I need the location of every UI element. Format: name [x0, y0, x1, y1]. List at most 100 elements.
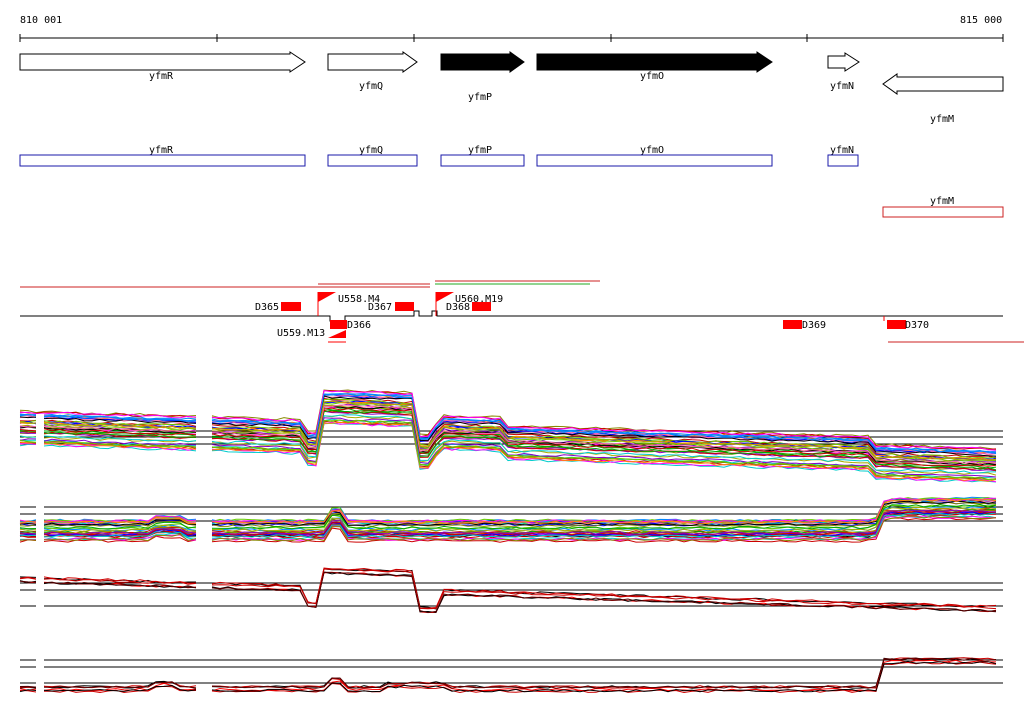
expression-trace-144 — [19, 531, 197, 538]
expression-trace-137 — [211, 497, 997, 523]
data-gap — [36, 500, 44, 545]
data-gap — [36, 575, 44, 610]
expression-trace-148 — [19, 533, 197, 542]
expression-trace-53 — [211, 395, 997, 457]
feature-label: U560.M19 — [455, 294, 503, 305]
feature-D370[interactable]: D370 — [883, 316, 929, 331]
feature-label: D366 — [347, 320, 371, 331]
expression-trace-147 — [211, 510, 997, 536]
gene-box-label: yfmP — [468, 145, 492, 156]
gene-arrow-yfmQ[interactable]: yfmQ — [327, 51, 418, 92]
expression-trace-139 — [211, 503, 997, 530]
expression-trace-131 — [211, 506, 997, 533]
gene-box-track: yfmR yfmQ yfmP yfmO yfmN yfmM — [19, 145, 1004, 218]
expression-trace-168 — [19, 682, 197, 692]
feature-label: D367 — [368, 302, 392, 313]
feature-U559-M13[interactable]: U559.M13 — [277, 328, 346, 343]
gene-arrow-track: yfmR yfmQ yfmP yfmO yfmN yfmM — [19, 51, 1004, 125]
expression-trace-170 — [19, 684, 197, 693]
expression-trace-79 — [211, 400, 997, 462]
expression-trace-158 — [19, 580, 197, 589]
gene-arrow-yfmM[interactable]: yfmM — [882, 73, 1004, 125]
expression-trace-132 — [19, 519, 197, 527]
data-gap — [36, 414, 44, 462]
feature-U560-M19[interactable]: U560.M19 — [435, 292, 503, 316]
expression-trace-18 — [19, 422, 197, 431]
gene-box-yfmM[interactable]: yfmM — [882, 196, 1004, 218]
gene-box-yfmP[interactable]: yfmP — [440, 145, 525, 167]
expression-trace-58 — [19, 430, 197, 438]
expression-trace-130 — [19, 524, 197, 533]
feature-D367[interactable]: D367 — [368, 302, 414, 313]
gene-label: yfmN — [830, 81, 854, 92]
expression-trace-70 — [19, 438, 197, 446]
expression-trace-52 — [19, 416, 197, 424]
expression-trace-27 — [211, 397, 997, 459]
feature-D368[interactable]: D368 — [446, 302, 491, 313]
expression-trace-78 — [19, 421, 197, 430]
feature-U558-M4[interactable]: U558.M4 — [317, 292, 380, 316]
expression-trace-13 — [211, 389, 997, 450]
expression-trace-155 — [211, 567, 997, 609]
expression-trace-133 — [211, 500, 997, 526]
expression-trace-142 — [19, 516, 197, 525]
gene-box-yfmO[interactable]: yfmO — [536, 145, 773, 167]
expression-trace-160 — [19, 577, 197, 585]
expression-trace-34 — [19, 441, 197, 450]
gene-box-label: yfmQ — [359, 145, 383, 156]
expression-trace-145 — [211, 512, 997, 538]
expression-trace-106 — [19, 535, 197, 543]
expression-trace-50 — [19, 435, 197, 443]
feature-label: U558.M4 — [338, 294, 380, 305]
gene-arrow-yfmN[interactable]: yfmN — [827, 52, 860, 92]
expression-trace-25 — [211, 405, 997, 466]
data-gaps — [36, 414, 44, 695]
gene-label: yfmP — [468, 92, 492, 103]
expression-trace-163 — [211, 571, 997, 614]
gene-arrow-yfmO[interactable]: yfmO — [536, 51, 773, 82]
gene-arrow-yfmR[interactable]: yfmR — [19, 51, 306, 82]
expression-trace-153 — [211, 568, 997, 610]
gene-box-yfmR[interactable]: yfmR — [19, 145, 306, 167]
gene-box-label: yfmN — [830, 145, 854, 156]
gene-box-label: yfmM — [930, 196, 954, 207]
expression-trace-162 — [19, 580, 197, 589]
coordinate-axis: 810 001 815 000 — [19, 15, 1004, 42]
gene-box-yfmN[interactable]: yfmN — [827, 145, 859, 167]
expression-trace-65 — [211, 414, 996, 474]
gene-box-yfmQ[interactable]: yfmQ — [327, 145, 418, 167]
expression-trace-72 — [19, 425, 197, 433]
expression-trace-74 — [19, 440, 197, 449]
axis-start-label: 810 001 — [20, 15, 62, 26]
expression-trace-75 — [211, 419, 997, 481]
feature-D369[interactable]: D369 — [783, 320, 826, 331]
feature-label: D365 — [255, 302, 279, 313]
expression-trace-76 — [19, 414, 197, 423]
expression-trace-73 — [211, 404, 997, 465]
gene-box-label: yfmO — [640, 145, 664, 156]
feature-D366[interactable]: D366 — [330, 320, 371, 331]
expression-trace-56 — [19, 411, 197, 419]
expression-panel-reverse-all — [19, 496, 1003, 543]
expression-trace-150 — [19, 528, 197, 535]
expression-trace-77 — [211, 393, 997, 455]
expression-trace-67 — [211, 407, 997, 467]
gene-arrow-yfmP[interactable]: yfmP — [440, 51, 525, 103]
expression-trace-68 — [19, 439, 197, 448]
expression-trace-138 — [19, 521, 197, 530]
axis-end-label: 815 000 — [960, 15, 1002, 26]
expression-trace-59 — [211, 409, 997, 471]
expression-trace-107 — [211, 517, 997, 543]
expression-trace-45 — [211, 394, 997, 455]
expression-trace-8 — [19, 443, 197, 452]
expression-trace-57 — [211, 390, 997, 451]
expression-trace-149 — [211, 515, 997, 542]
expression-trace-143 — [211, 498, 997, 525]
expression-trace-141 — [211, 511, 997, 537]
expression-panel-reverse-summary — [19, 657, 1003, 694]
expression-trace-24 — [19, 426, 197, 434]
feature-label: D369 — [802, 320, 826, 331]
gene-label: yfmO — [640, 71, 664, 82]
feature-D365[interactable]: D365 — [255, 302, 301, 313]
